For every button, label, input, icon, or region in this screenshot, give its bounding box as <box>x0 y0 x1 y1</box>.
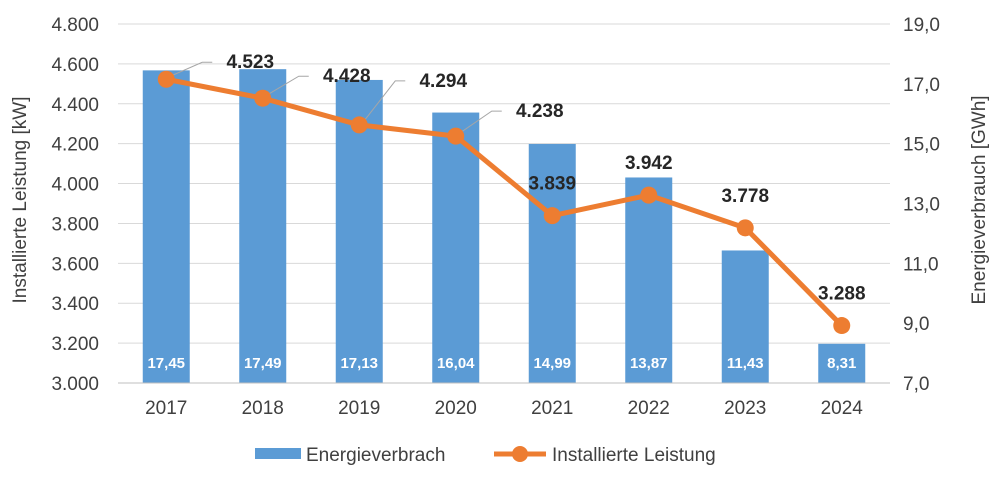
y-left-tick-label: 3.600 <box>51 254 99 275</box>
line-point <box>736 219 754 237</box>
bar <box>625 177 673 383</box>
x-tick-label: 2017 <box>145 398 187 419</box>
y-left-tick-label: 3.800 <box>51 214 99 235</box>
data-labels: 17,45 17,49 17,13 16,04 14,99 13,87 11,43 8,31 4… <box>147 52 865 372</box>
y-left-tick-label: 4.400 <box>51 95 99 116</box>
line-value-label: 3.839 <box>528 174 576 195</box>
x-tick-label: 2020 <box>435 398 477 419</box>
bar <box>142 70 190 383</box>
label-leader-line <box>170 61 213 77</box>
bar-value-label: 17,13 <box>340 355 378 372</box>
bar <box>528 143 576 383</box>
bar-value-label: 11,43 <box>727 355 764 372</box>
y-left-tick-label: 3.200 <box>51 334 99 355</box>
bar <box>721 250 769 383</box>
y-right-tick-label: 17,0 <box>903 75 940 96</box>
line-value-label: 3.778 <box>721 186 769 207</box>
y-left-tick-label: 4.600 <box>51 55 99 76</box>
label-leader-lines <box>170 61 502 134</box>
line-point <box>640 186 658 204</box>
series-line <box>165 76 844 328</box>
x-tick-label: 2022 <box>628 398 670 419</box>
line-point <box>157 70 175 88</box>
line-point <box>350 116 368 134</box>
bar <box>239 69 287 383</box>
bar-value-label: 13,87 <box>630 355 668 372</box>
line-point <box>833 317 851 335</box>
x-tick-label: 2024 <box>821 398 864 419</box>
y-left-tick-label: 3.000 <box>51 374 99 395</box>
y-left-tick-label: 4.200 <box>51 135 99 156</box>
legend-swatch-energieverbrach <box>255 448 301 459</box>
line-point <box>447 127 465 145</box>
x-tick-label: 2019 <box>338 398 380 419</box>
y-right-tick-label: 11,0 <box>903 254 939 275</box>
y-left-tick-label: 4.800 <box>51 15 99 36</box>
gridlines <box>118 23 890 384</box>
bar-value-label: 16,04 <box>437 355 475 372</box>
y-axis-right-title: Energieverbrauch [GWh] <box>969 95 990 304</box>
bar <box>818 343 866 383</box>
label-leader-line <box>459 110 502 134</box>
axes: 3.000 3.200 3.400 3.600 3.800 4.000 4.200 4.400… <box>51 15 940 419</box>
line-value-label: 4.523 <box>226 52 274 73</box>
line-value-label: 4.294 <box>419 71 467 92</box>
x-tick-label: 2018 <box>242 398 284 419</box>
bar-value-label: 14,99 <box>533 355 571 372</box>
line-value-label: 4.238 <box>516 101 564 122</box>
bar <box>432 112 480 383</box>
line-point <box>254 89 272 107</box>
y-right-tick-label: 9,0 <box>903 314 929 335</box>
legend-marker-installierte-leistung <box>512 446 528 462</box>
label-leader-line <box>266 75 309 96</box>
legend-label-installierte-leistung: Installierte Leistung <box>552 445 716 466</box>
bar-series-energieverbrach <box>142 69 866 384</box>
x-tick-label: 2021 <box>531 398 573 419</box>
line-series-installierte-leistung <box>157 70 851 335</box>
y-right-tick-label: 19,0 <box>903 15 940 36</box>
y-left-tick-label: 4.000 <box>51 175 99 196</box>
bar-value-label: 17,49 <box>244 355 282 372</box>
legend: Energieverbrach Installierte Leistung <box>255 445 716 466</box>
y-right-tick-label: 15,0 <box>903 135 940 156</box>
label-leader-line <box>362 80 406 123</box>
bar-value-label: 17,45 <box>147 355 185 372</box>
line-value-label: 3.288 <box>818 284 866 305</box>
line-point <box>543 207 561 225</box>
bar-value-label: 8,31 <box>827 355 856 372</box>
line-value-label: 4.428 <box>323 66 371 87</box>
line-value-label: 3.942 <box>625 153 673 174</box>
y-left-tick-label: 3.400 <box>51 294 99 315</box>
legend-label-energieverbrach: Energieverbrach <box>306 445 445 466</box>
x-tick-label: 2023 <box>724 398 766 419</box>
y-right-tick-label: 13,0 <box>903 195 940 216</box>
y-axis-left-title: Installierte Leistung [kW] <box>10 97 31 304</box>
y-right-tick-label: 7,0 <box>903 374 929 395</box>
